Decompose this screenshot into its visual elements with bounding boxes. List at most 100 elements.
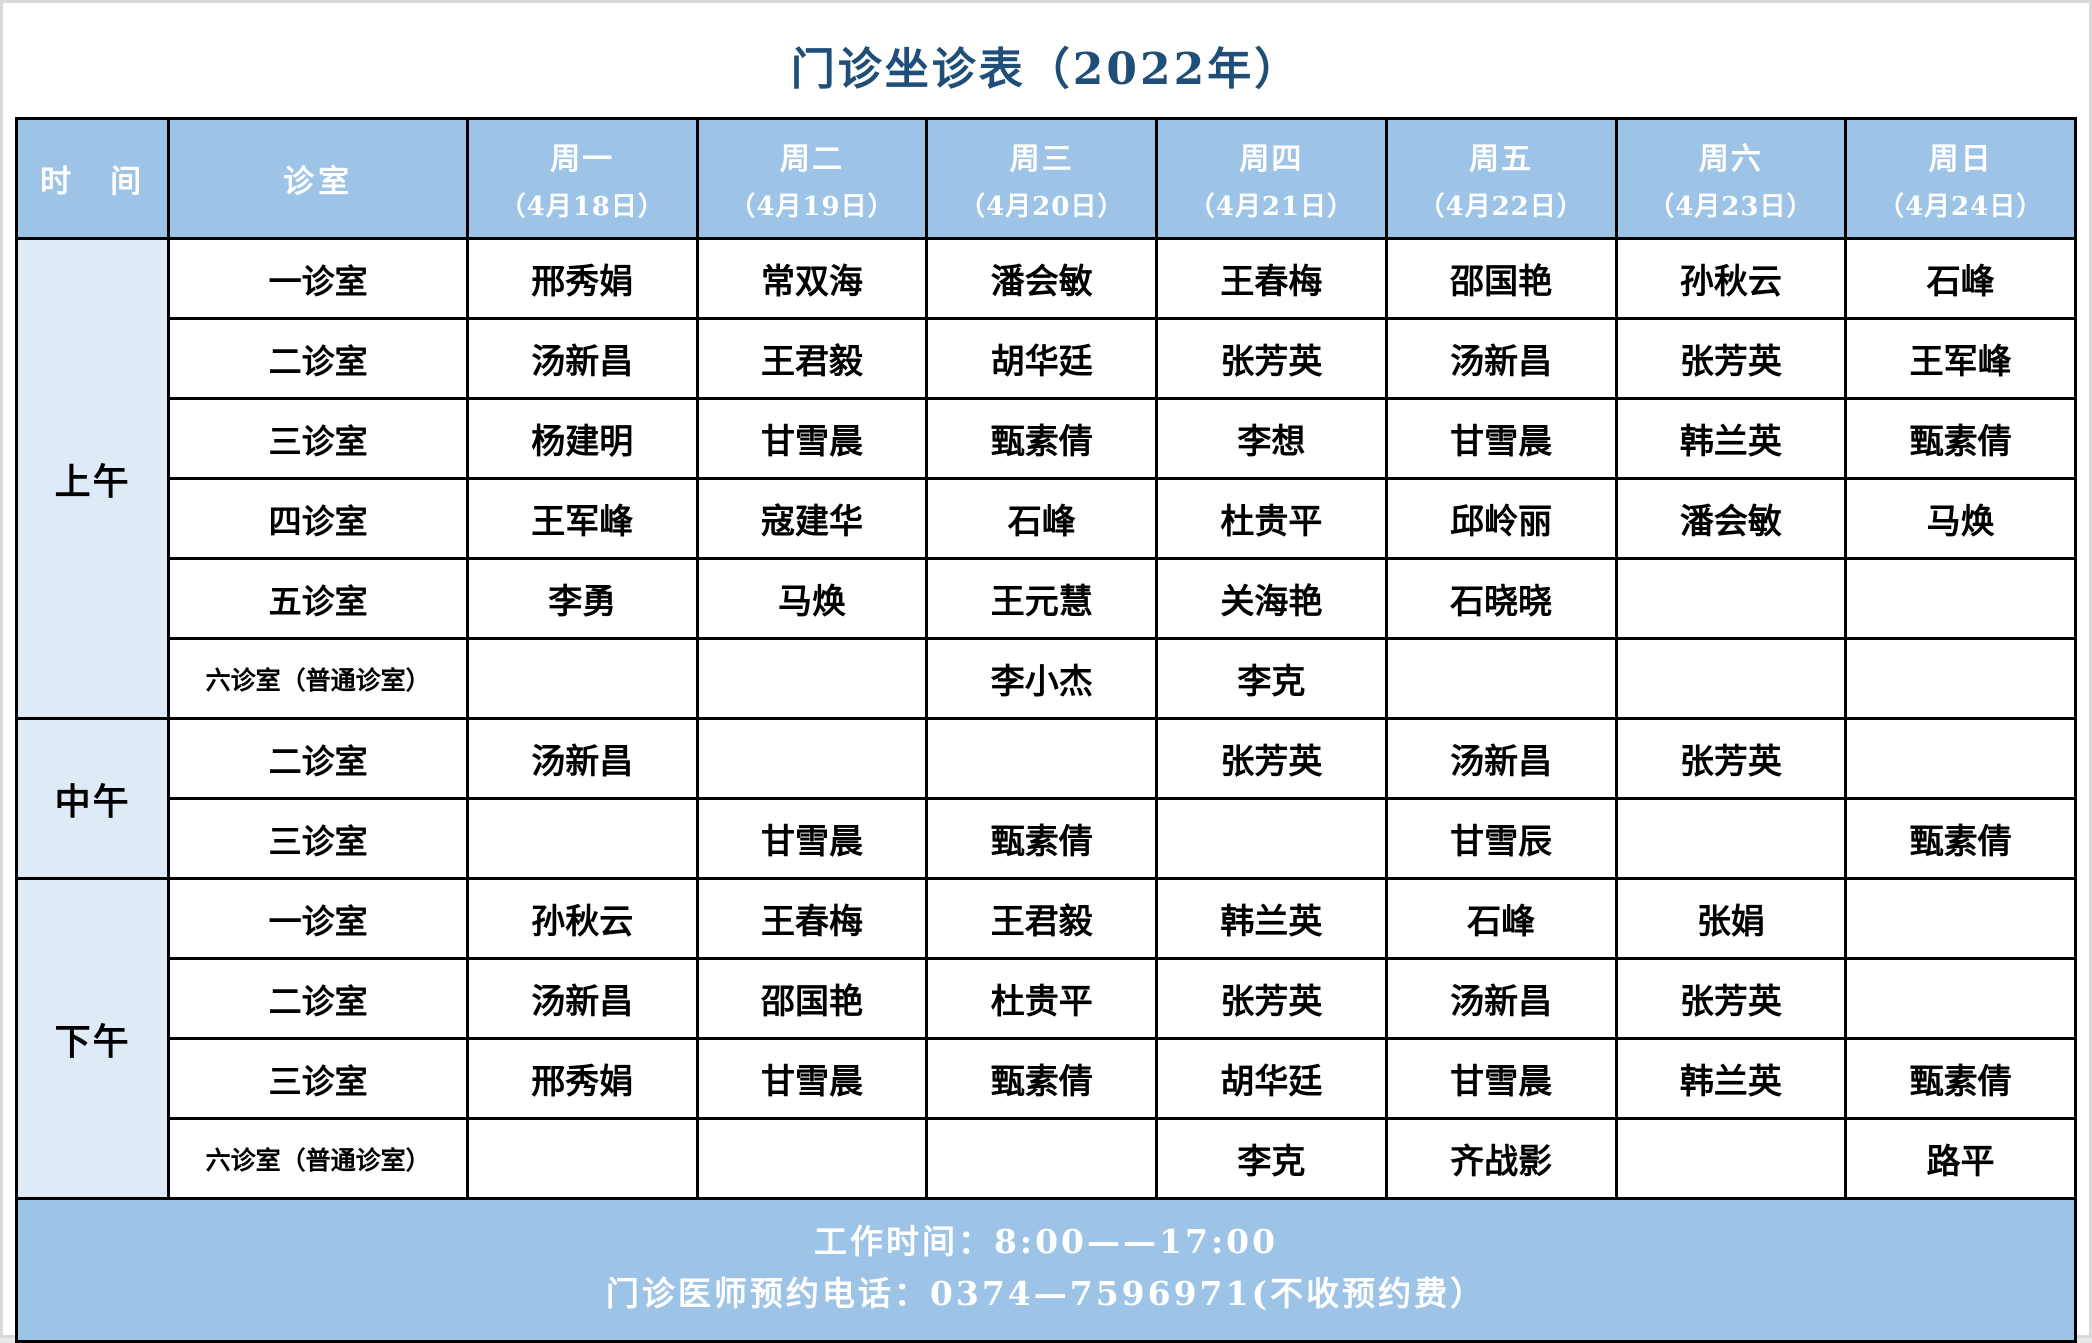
schedule-cell: 王军峰	[1844, 317, 2077, 400]
schedule-cell: 齐战影	[1384, 1117, 1618, 1200]
schedule-cell: 张芳英	[1155, 717, 1388, 800]
schedule-cell: 李克	[1155, 1117, 1388, 1200]
schedule-cell: 胡华廷	[1155, 1037, 1388, 1120]
schedule-cell	[465, 1117, 699, 1200]
time-section-afternoon: 下午	[14, 877, 171, 1200]
day-date: （4月19日）	[729, 192, 895, 222]
room-label: 三诊室	[167, 397, 469, 480]
room-label: 二诊室	[167, 957, 469, 1040]
schedule-cell	[1844, 717, 2077, 800]
table-row: 二诊室 汤新昌 王君毅 胡华廷 张芳英 汤新昌 张芳英 王军峰	[17, 317, 2077, 400]
header-day-monday: 周一 （4月18日）	[465, 117, 699, 240]
schedule-cell: 张芳英	[1614, 717, 1848, 800]
schedule-cell	[1614, 557, 1848, 640]
header-day-tuesday: 周二 （4月19日）	[695, 117, 929, 240]
header-day-sunday: 周日 （4月24日）	[1844, 117, 2077, 240]
schedule-cell: 韩兰英	[1614, 397, 1848, 480]
schedule-cell: 马焕	[695, 557, 929, 640]
schedule-cell	[1844, 637, 2077, 720]
header-day-wednesday: 周三 （4月20日）	[925, 117, 1159, 240]
header-day-thursday: 周四 （4月21日）	[1155, 117, 1388, 240]
footer-row: 工作时间：8:00——17:00 门诊医师预约电话：0374—7596971(不…	[15, 1197, 2077, 1343]
schedule-cell: 胡华廷	[925, 317, 1159, 400]
schedule-cell: 张芳英	[1155, 317, 1388, 400]
schedule-cell: 汤新昌	[465, 957, 699, 1040]
table-row: 三诊室 甘雪晨 甄素倩 甘雪辰 甄素倩	[17, 797, 2077, 880]
schedule-cell: 甘雪晨	[695, 1037, 929, 1120]
schedule-cell: 关海艳	[1155, 557, 1388, 640]
schedule-cell	[1614, 637, 1848, 720]
schedule-cell: 甄素倩	[925, 1037, 1159, 1120]
schedule-cell	[695, 637, 929, 720]
room-label: 二诊室	[167, 717, 469, 800]
schedule-cell: 常双海	[695, 237, 929, 320]
schedule-cell: 邵国艳	[1384, 237, 1618, 320]
table-row: 二诊室 汤新昌 邵国艳 杜贵平 张芳英 汤新昌 张芳英	[17, 957, 2077, 1040]
table-row: 下午 一诊室 孙秋云 王春梅 王君毅 韩兰英 石峰 张娟	[14, 877, 2077, 1200]
day-name: 周日	[1928, 142, 1993, 177]
schedule-cell: 张芳英	[1614, 317, 1848, 400]
header-time: 时 间	[14, 117, 171, 240]
schedule-cell	[1155, 797, 1388, 880]
header-day-saturday: 周六 （4月23日）	[1614, 117, 1848, 240]
schedule-cell	[465, 797, 699, 880]
schedule-cell	[1614, 797, 1848, 880]
schedule-cell: 甄素倩	[925, 397, 1159, 480]
schedule-cell: 汤新昌	[465, 317, 699, 400]
header-row: 时 间 诊室 周一 （4月18日） 周二 （4月19日） 周三	[14, 117, 2077, 240]
schedule-cell: 马焕	[1844, 477, 2077, 560]
day-name: 周二	[779, 142, 844, 177]
time-section-noon: 中午	[14, 717, 171, 880]
schedule-cell: 张芳英	[1155, 957, 1388, 1040]
schedule-cell: 杨建明	[465, 397, 699, 480]
schedule-cell: 甄素倩	[925, 797, 1159, 880]
schedule-cell: 孙秋云	[1614, 237, 1848, 320]
footer-hours: 工作时间：8:00——17:00	[813, 1222, 1279, 1261]
schedule-cell: 甘雪辰	[1384, 797, 1618, 880]
day-name: 周四	[1239, 142, 1304, 177]
table-row: 上午 一诊室 邢秀娟 常双海 潘会敏 王春梅 邵国艳 孙秋云 石峰	[14, 237, 2077, 720]
schedule-cell: 汤新昌	[1384, 717, 1618, 800]
schedule-cell	[1844, 557, 2077, 640]
schedule-cell: 甘雪晨	[1384, 1037, 1618, 1120]
day-date: （4月24日）	[1877, 192, 2044, 222]
schedule-cell: 王军峰	[465, 477, 699, 560]
schedule-cell: 杜贵平	[1155, 477, 1388, 560]
schedule-cell: 孙秋云	[465, 877, 699, 960]
header-day-friday: 周五 （4月22日）	[1384, 117, 1618, 240]
footer-banner: 工作时间：8:00——17:00 门诊医师预约电话：0374—7596971(不…	[15, 1197, 2077, 1343]
schedule-cell: 甘雪晨	[695, 397, 929, 480]
schedule-cell: 王春梅	[1155, 237, 1388, 320]
schedule-cell	[1384, 637, 1618, 720]
schedule-cell: 邱岭丽	[1384, 477, 1618, 560]
room-label: 三诊室	[167, 1037, 469, 1120]
room-label: 五诊室	[167, 557, 469, 640]
table-row: 中午 二诊室 汤新昌 张芳英 汤新昌 张芳英	[14, 717, 2077, 880]
table-row: 五诊室 李勇 马焕 王元慧 关海艳 石晓晓	[17, 557, 2077, 640]
table-row: 四诊室 王军峰 寇建华 石峰 杜贵平 邱岭丽 潘会敏 马焕	[17, 477, 2077, 560]
schedule-cell: 潘会敏	[1614, 477, 1848, 560]
schedule-cell: 汤新昌	[1384, 317, 1618, 400]
schedule-cell: 王君毅	[925, 877, 1159, 960]
schedule-body: 上午 一诊室 邢秀娟 常双海 潘会敏 王春梅 邵国艳 孙秋云 石峰 二诊室 汤新昌 王君毅 胡华廷 张芳英…	[14, 237, 2077, 1200]
schedule-cell: 李勇	[465, 557, 699, 640]
schedule-table: 时 间 诊室 周一 （4月18日） 周二 （4月19日） 周三	[14, 117, 2077, 1343]
table-row: 六诊室（普通诊室） 李小杰 李克	[17, 637, 2077, 720]
page-title: 门诊坐诊表（2022年）	[790, 44, 1302, 95]
schedule-cell: 石峰	[1384, 877, 1618, 960]
schedule-cell: 李想	[1155, 397, 1388, 480]
schedule-cell	[925, 717, 1159, 800]
schedule-cell: 甘雪晨	[1384, 397, 1618, 480]
room-label: 二诊室	[167, 317, 469, 400]
day-date: （4月23日）	[1648, 192, 1814, 222]
room-label: 三诊室	[167, 797, 469, 880]
schedule-cell	[695, 717, 929, 800]
schedule-cell: 邢秀娟	[465, 237, 699, 320]
schedule-cell: 李小杰	[925, 637, 1159, 720]
schedule-cell: 甄素倩	[1844, 797, 2077, 880]
table-row: 六诊室（普通诊室） 李克 齐战影 路平	[17, 1117, 2077, 1200]
footer-phone: 门诊医师预约电话：0374—7596971(不收预约费）	[605, 1274, 1487, 1313]
schedule-cell: 张娟	[1614, 877, 1848, 960]
schedule-cell: 寇建华	[695, 477, 929, 560]
